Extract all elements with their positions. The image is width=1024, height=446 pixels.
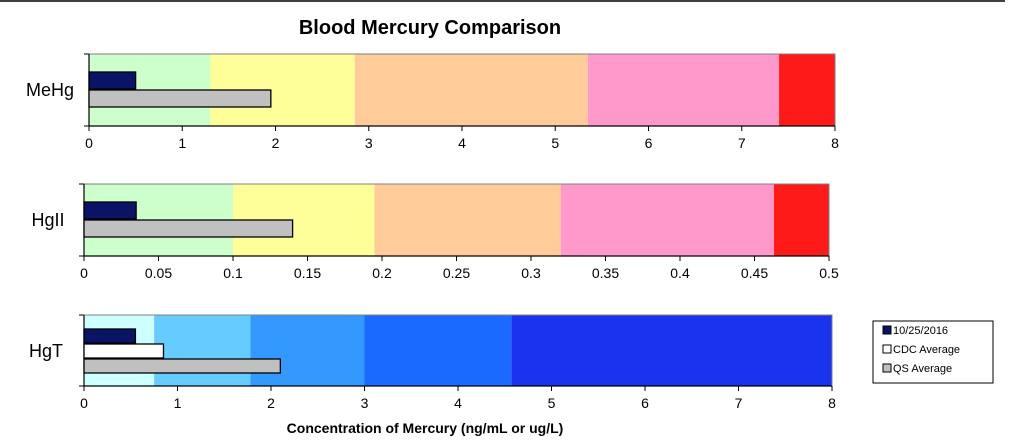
legend-swatch [882,325,892,335]
legend-label: 10/25/2016 [893,325,948,337]
panel-hgii: 0 0.05 0.1 0.15 0.2 0.25 0.3 0.35 0.4 0.45 0.5 HgII [31,183,839,281]
legend-swatch [882,344,892,354]
bar-qs-average [83,219,294,238]
legend-box [872,320,994,384]
panel-hgt: 0 1 2 3 4 5 6 7 8 HgT [29,314,836,411]
risk-band [154,315,251,386]
x-tick-label: 0.2 [372,265,392,281]
x-tick-label: 3 [361,395,369,411]
x-axis-label: Concentration of Mercury (ng/mL or ug/L) [287,420,564,436]
x-tick-label: 2 [272,135,280,151]
legend-label: CDC Average [893,344,960,356]
x-tick-label: 1 [174,395,182,411]
x-tick-label: 0.1 [223,265,243,281]
x-tick-label: 0.15 [294,265,321,281]
x-tick-label: 0.3 [521,265,541,281]
bar-cdc-average [83,343,165,359]
x-tick-label: 4 [454,395,462,411]
panel-mehg: 0 1 2 3 4 5 6 7 8 MeHg [26,53,839,151]
panel-label: MeHg [26,80,74,100]
bar-10-25-2016 [83,328,137,344]
x-tick-label: 5 [551,135,559,151]
x-tick-label: 8 [828,395,836,411]
risk-band [511,315,832,386]
risk-band [773,184,829,256]
panel-label: HgT [29,341,63,361]
x-tick-label: 2 [267,395,275,411]
x-tick-label: 0.25 [443,265,470,281]
x-tick-label: 3 [365,135,373,151]
legend-swatch [882,363,892,373]
bar-qs-average [83,358,282,374]
risk-band [364,315,512,386]
risk-band [587,54,780,126]
bar-10-25-2016 [88,71,137,90]
panel-label: HgII [31,210,64,230]
x-tick-label: 0.4 [670,265,690,281]
x-tick-label: 0 [80,265,88,281]
x-tick-label: 6 [645,135,653,151]
risk-band [250,315,365,386]
risk-band [354,54,588,126]
x-tick-label: 0.5 [819,265,839,281]
x-tick-label: 0.35 [592,265,619,281]
risk-band [779,54,835,126]
x-tick-label: 8 [831,135,839,151]
x-tick-label: 7 [735,395,743,411]
bar-qs-average [88,89,272,108]
x-tick-label: 0 [85,135,93,151]
legend: 10/25/2016 CDC Average QS Average [872,320,994,384]
x-tick-label: 6 [641,395,649,411]
bar-10-25-2016 [83,201,137,220]
risk-band [560,184,774,256]
x-tick-label: 0 [80,395,88,411]
legend-label: QS Average [893,363,952,375]
legend-item: 10/25/2016 [882,325,948,337]
risk-band [374,184,561,256]
x-tick-label: 5 [548,395,556,411]
x-tick-label: 1 [178,135,186,151]
x-tick-label: 0.45 [741,265,768,281]
x-tick-label: 0.05 [145,265,172,281]
x-tick-label: 4 [458,135,466,151]
x-tick-label: 7 [738,135,746,151]
legend-item: CDC Average [882,344,960,356]
chart-title: Blood Mercury Comparison [299,17,561,39]
legend-item: QS Average [882,363,952,375]
